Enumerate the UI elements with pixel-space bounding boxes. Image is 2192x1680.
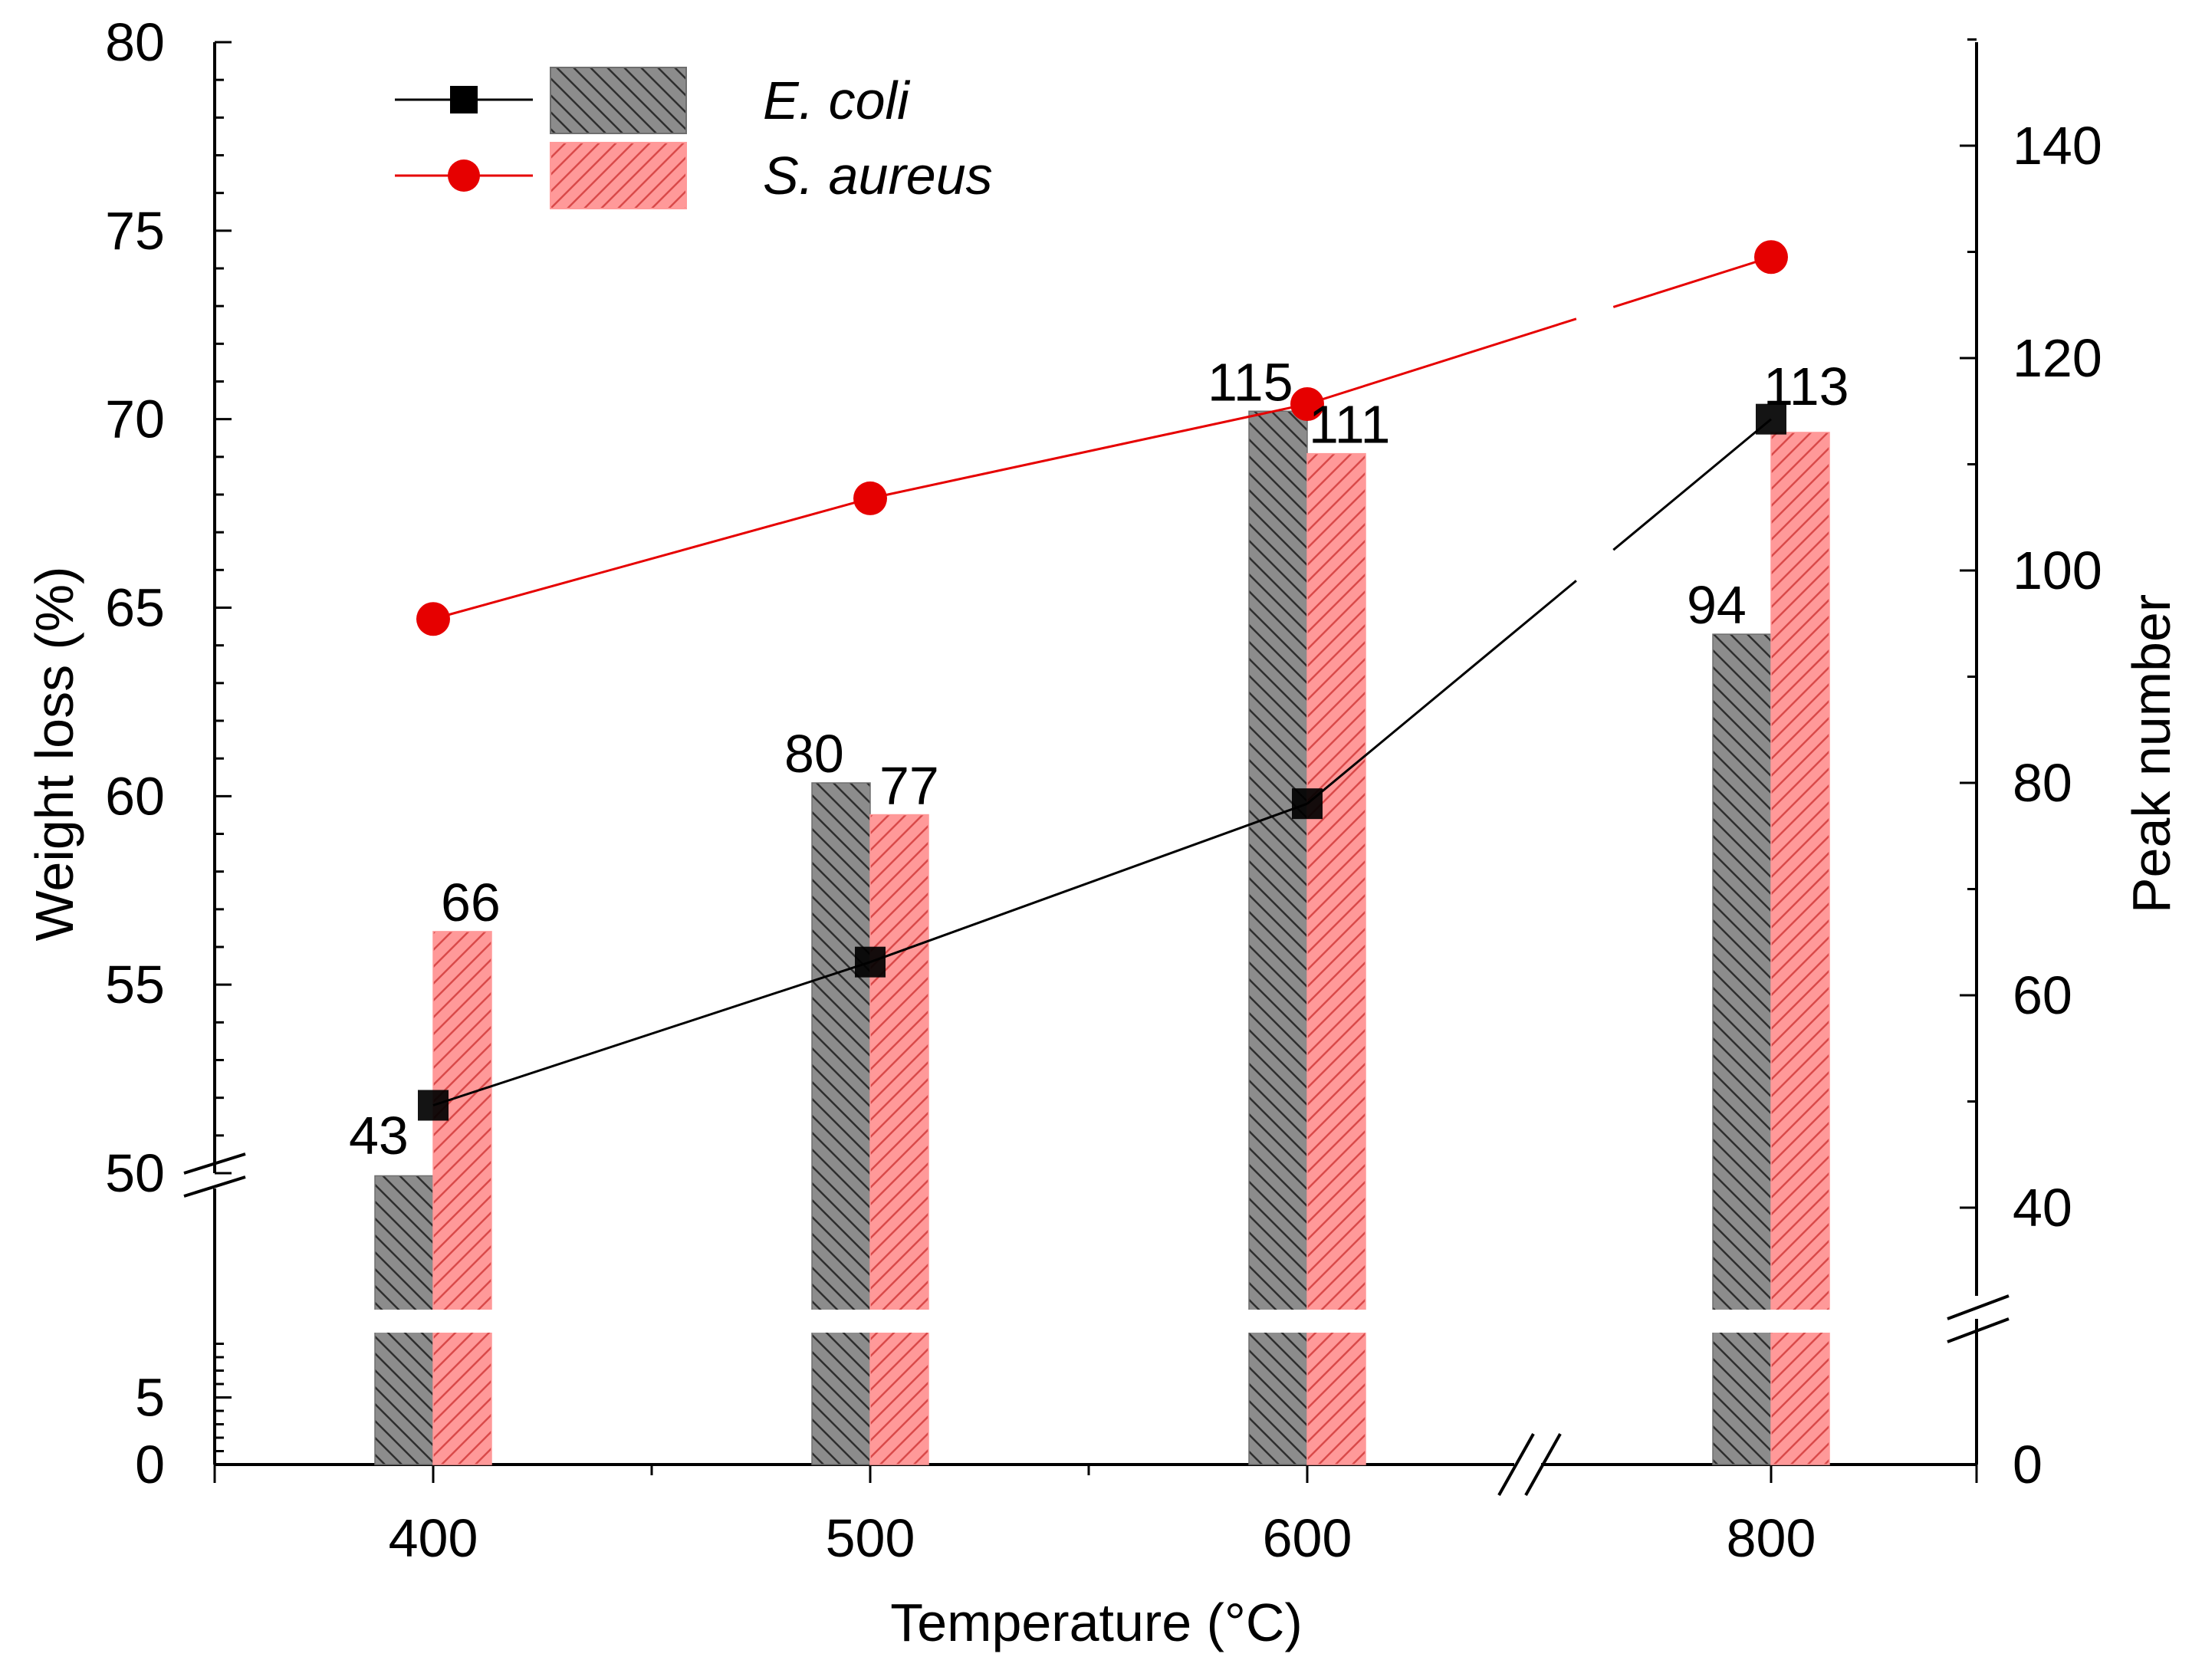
right-tick-label: 0 <box>2013 1435 2042 1494</box>
bar-break-gap <box>809 1310 932 1333</box>
left-tick-label: 50 <box>105 1143 165 1203</box>
legend-saureus-swatch <box>550 142 687 209</box>
bar-label: 66 <box>441 873 501 932</box>
bar <box>1770 432 1830 1465</box>
right-axis-title: Peak number <box>2121 594 2181 913</box>
bar <box>1248 410 1308 1465</box>
left-axis-ticks: 50 55 60 65 70 75 80 0 5 <box>105 12 232 1494</box>
bar-labels: 43 80 115 94 66 77 111 113 <box>349 352 1849 1165</box>
data-point-square <box>855 946 886 978</box>
left-tick-label: 70 <box>105 390 165 449</box>
x-tick-label: 800 <box>1727 1508 1816 1568</box>
right-tick-label: 80 <box>2013 753 2072 813</box>
right-axis-ticks: 40 60 80 100 120 140 0 <box>1960 38 2102 1494</box>
series-line-segment <box>1612 418 1772 551</box>
bar <box>869 814 929 1465</box>
legend-ecoli-swatch <box>550 67 687 134</box>
right-tick-label: 140 <box>2013 116 2102 176</box>
x-tick-label: 400 <box>389 1508 478 1568</box>
left-tick-label: 75 <box>105 201 165 261</box>
data-point-square <box>1756 403 1786 435</box>
right-tick-label: 40 <box>2013 1178 2072 1238</box>
data-point-circle <box>416 602 450 636</box>
legend-saureus-label: S. aureus <box>763 146 993 205</box>
data-point-circle <box>853 481 887 515</box>
left-tick-label: 65 <box>105 578 165 638</box>
bar-label: 43 <box>349 1106 409 1165</box>
series-line-segment <box>1306 317 1577 406</box>
bar-label: 94 <box>1687 575 1747 635</box>
left-tick-label: 5 <box>135 1368 165 1428</box>
bar-break-gap <box>372 1310 495 1333</box>
x-tick-label: 600 <box>1263 1508 1352 1568</box>
legend-ecoli-label: E. coli <box>763 71 911 130</box>
legend-saureus-marker <box>448 159 480 192</box>
bar <box>811 782 871 1465</box>
bar-label: 80 <box>784 724 844 784</box>
series-line-segment <box>1612 255 1772 308</box>
bars <box>374 410 1830 1465</box>
right-tick-label: 60 <box>2013 965 2072 1025</box>
bar <box>1306 452 1366 1465</box>
series-line-segment <box>1306 580 1577 805</box>
bar <box>432 931 492 1465</box>
bar-break-gap <box>1246 1310 1369 1333</box>
series-line-segment <box>869 802 1308 964</box>
data-point-circle <box>1754 240 1788 275</box>
data-point-circle <box>1290 387 1324 421</box>
right-axis-break-mark <box>1947 1294 2010 1343</box>
right-tick-label: 100 <box>2013 541 2102 600</box>
left-axis-title: Weight loss (%) <box>25 567 84 942</box>
bar <box>1712 633 1772 1465</box>
x-axis-ticks: 400 500 600 800 <box>213 1465 1978 1568</box>
bar-label: 77 <box>879 756 939 816</box>
axis-break-gap <box>372 1310 1832 1333</box>
legend: E. coli S. aureus <box>395 67 993 209</box>
left-axis-break-mark <box>183 1152 246 1198</box>
x-axis-title: Temperature (°C) <box>890 1593 1303 1652</box>
legend-ecoli-marker <box>450 86 478 113</box>
x-tick-label: 500 <box>826 1508 915 1568</box>
left-tick-label: 80 <box>105 12 165 72</box>
left-tick-label: 0 <box>135 1435 165 1494</box>
series-line-segment <box>432 497 871 620</box>
data-point-square <box>1292 788 1323 820</box>
x-axis-break-mark <box>1497 1433 1562 1496</box>
right-tick-label: 120 <box>2013 328 2102 388</box>
bar-label: 115 <box>1208 352 1293 412</box>
series-line-segment <box>869 403 1308 500</box>
bar-break-gap <box>1710 1310 1832 1333</box>
bar-label: 111 <box>1309 395 1390 455</box>
series-lines <box>416 240 1788 1121</box>
left-tick-label: 55 <box>105 955 165 1014</box>
data-point-square <box>418 1090 449 1121</box>
series-line-segment <box>432 961 871 1106</box>
left-tick-label: 60 <box>105 766 165 826</box>
bar-label: 113 <box>1763 357 1849 416</box>
